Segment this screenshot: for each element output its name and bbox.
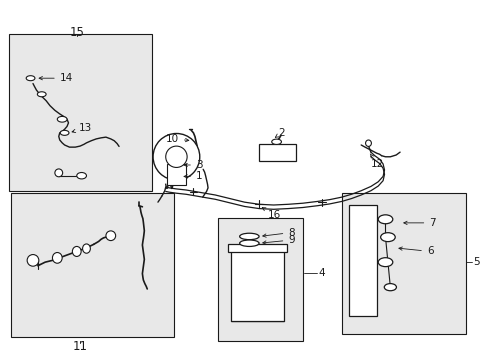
Text: 6: 6 — [398, 247, 432, 256]
Bar — [341, 193, 465, 334]
Ellipse shape — [55, 169, 62, 177]
Bar — [166, 164, 186, 185]
Circle shape — [106, 231, 116, 240]
Ellipse shape — [26, 76, 35, 81]
Ellipse shape — [377, 258, 392, 267]
Text: 5: 5 — [472, 257, 479, 267]
Bar — [228, 244, 286, 252]
Bar — [348, 205, 376, 316]
Ellipse shape — [77, 172, 86, 179]
Text: 11: 11 — [73, 339, 87, 352]
Ellipse shape — [57, 116, 67, 122]
Ellipse shape — [380, 233, 394, 242]
Text: 13: 13 — [72, 123, 92, 133]
Bar — [217, 217, 302, 341]
Circle shape — [165, 146, 187, 167]
Text: 4: 4 — [318, 268, 325, 278]
Ellipse shape — [52, 252, 62, 263]
Ellipse shape — [377, 215, 392, 224]
Text: 7: 7 — [403, 218, 435, 228]
Text: 3: 3 — [183, 160, 202, 170]
Bar — [9, 33, 152, 191]
Text: 14: 14 — [39, 73, 73, 83]
Circle shape — [27, 255, 39, 266]
Text: 8: 8 — [262, 228, 294, 238]
Text: 12: 12 — [369, 154, 384, 169]
Bar — [259, 144, 295, 161]
Text: 10: 10 — [165, 134, 188, 144]
Text: 1: 1 — [183, 171, 202, 181]
Bar — [230, 251, 284, 321]
Bar — [11, 193, 174, 337]
Ellipse shape — [271, 139, 281, 144]
Ellipse shape — [82, 244, 90, 253]
Ellipse shape — [37, 92, 46, 97]
Text: 15: 15 — [69, 26, 84, 39]
Ellipse shape — [384, 284, 396, 291]
Ellipse shape — [239, 233, 259, 240]
Circle shape — [153, 134, 200, 180]
Ellipse shape — [365, 140, 371, 147]
Ellipse shape — [72, 247, 81, 256]
Text: 16: 16 — [262, 208, 281, 220]
Ellipse shape — [60, 130, 69, 135]
Text: 9: 9 — [262, 235, 294, 245]
Ellipse shape — [239, 240, 259, 247]
Text: 2: 2 — [275, 128, 285, 138]
